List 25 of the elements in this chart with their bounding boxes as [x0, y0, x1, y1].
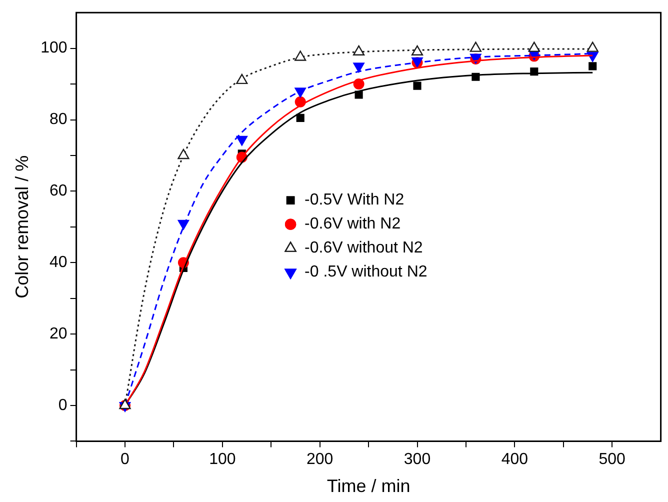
point [353, 62, 364, 73]
x-axis-title: Time / min [326, 476, 410, 496]
y-tick-label: 60 [50, 182, 68, 200]
x-tick-label: 200 [306, 451, 334, 468]
x-tick-label: 400 [501, 451, 528, 468]
legend-label: -0 .5V without N2 [304, 264, 428, 281]
legend-label: -0.5V With N2 [304, 192, 404, 209]
y-tick-label: 20 [50, 325, 68, 342]
point [588, 62, 597, 70]
x-tick-label: 100 [209, 451, 236, 468]
point [296, 114, 304, 122]
point [354, 90, 363, 99]
x-tick-label: 500 [598, 451, 626, 468]
point [236, 136, 248, 146]
y-tick-label: 40 [50, 254, 68, 272]
x-tick-label: 0 [120, 451, 130, 468]
y-tick-label: 80 [50, 111, 68, 128]
x-tick-label: 300 [404, 451, 431, 468]
y-axis-title: Color removal / % [12, 155, 32, 298]
y-tick-label: 0 [58, 396, 68, 414]
y-tick-label: 100 [40, 40, 68, 57]
point [413, 82, 422, 90]
point [294, 88, 306, 98]
legend-label: -0.6V with N2 [304, 216, 401, 233]
legend-label: -0.6V without N2 [304, 240, 423, 257]
